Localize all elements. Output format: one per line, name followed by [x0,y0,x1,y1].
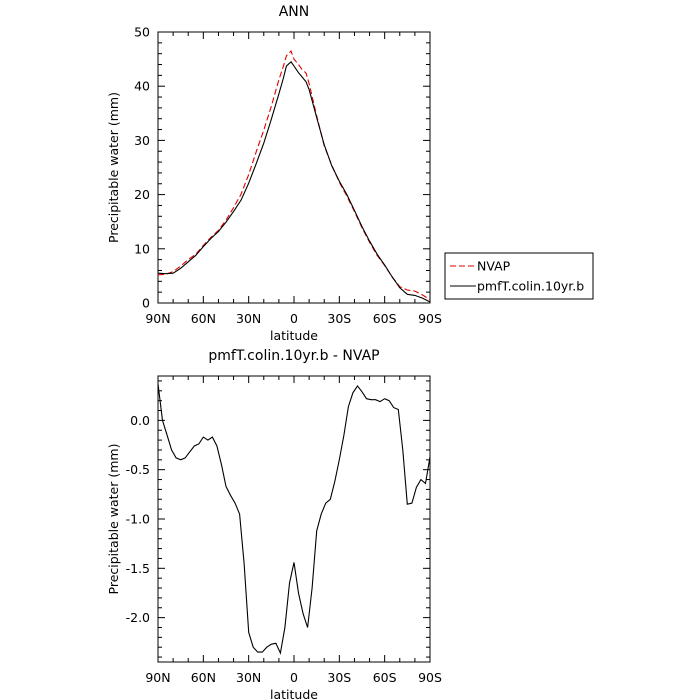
bottom-x-tick-label: 0 [290,670,298,685]
top-x-tick-label: 90S [418,311,442,326]
top-y-tick-label: 10 [134,241,150,256]
top-x-axis-label: latitude [270,328,318,343]
bottom-x-tick-label: 60S [373,670,397,685]
bottom-series-line-difference [157,383,431,655]
bottom-chart-title: pmfT.colin.10yr.b - NVAP [208,348,379,364]
top-legend-box [444,252,594,300]
bottom-x-tick-label: 30S [327,670,351,685]
top-x-tick-label: 90N [145,311,170,326]
top-chart-title: ANN [279,4,310,20]
bottom-x-axis-label: latitude [270,687,318,700]
top-legend-label: pmfT.colin.10yr.b [477,279,584,294]
top-chart: 90N 60N 30N 0 30S 60S 90S 0 10 20 30 40 50 ANN latitud… [106,4,594,343]
bottom-y-tick-label: -1.0 [126,512,150,527]
top-y-tick-label: 40 [134,79,150,94]
top-x-tick-label: 30N [236,311,261,326]
top-x-tick-label: 60S [373,311,397,326]
bottom-x-tick-label: 90S [418,670,442,685]
top-y-tick-label: 30 [134,133,150,148]
bottom-y-tick-label: 0.0 [130,413,150,428]
top-y-tick-label: 50 [134,25,150,40]
top-y-tick-label: 20 [134,187,150,202]
top-y-tick-label: 0 [142,296,150,311]
bottom-y-tick-label: -1.5 [126,561,150,576]
bottom-y-tick-label: -0.5 [126,462,150,477]
top-plot-frame [157,31,431,304]
bottom-y-tick-label: -2.0 [126,610,150,625]
bottom-y-axis-label: Precipitable water (mm) [106,444,121,595]
top-x-tick-label: 60N [191,311,216,326]
bottom-x-tick-label: 60N [191,670,216,685]
top-x-tick-label: 30S [327,311,351,326]
top-x-tick-label: 0 [290,311,298,326]
top-legend-label: NVAP [477,259,511,274]
bottom-chart: 90N 60N 30N 0 30S 60S 90S 0.0 -0.5 -1.0 -1.5 -2.0 pm… [106,348,442,700]
top-y-axis-label: Precipitable water (mm) [106,92,121,243]
bottom-x-tick-label: 30N [236,670,261,685]
bottom-x-tick-label: 90N [145,670,170,685]
top-series-line-nvap [157,49,431,301]
top-series-line-pmft-colin-10yr-b [157,60,431,303]
top-legend: NVAP pmfT.colin.10yr.b [444,252,594,300]
bottom-plot-frame [157,375,431,663]
